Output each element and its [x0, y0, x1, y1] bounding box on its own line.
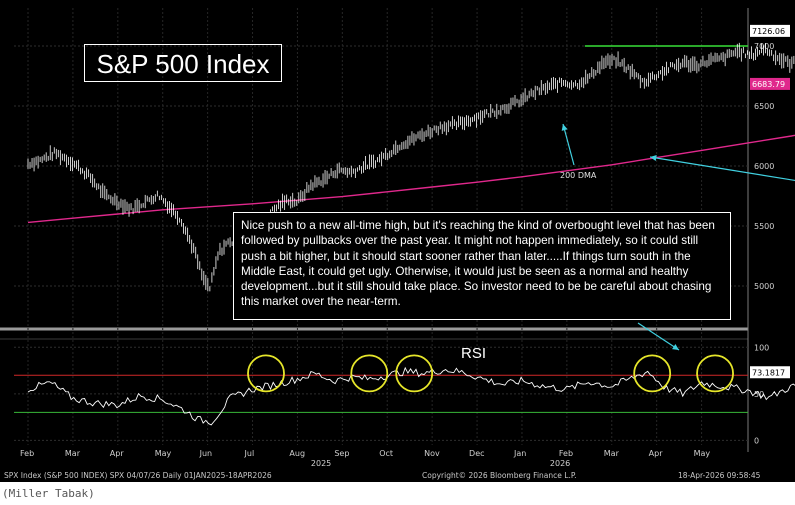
chart-title: S&P 500 Index: [84, 44, 282, 82]
x-tick-label-6: Aug: [289, 449, 305, 458]
rsi-y-tick-label: 100: [754, 343, 769, 352]
x-tick-label-8: Oct: [379, 449, 393, 458]
x-tick-label-0: Feb: [20, 449, 34, 458]
dma-label: 200 DMA: [560, 171, 597, 180]
dma-value-tag-bg: [750, 77, 790, 90]
rsi-value-tag-bg: [750, 366, 790, 379]
source-credit: (Miller Tabak): [2, 487, 95, 500]
footer-security-info: SPX Index (S&P 500 INDEX) SPX 04/07/26 D…: [4, 471, 272, 480]
price-y-tick-label: 6500: [754, 102, 774, 111]
highlight-circle-rsi-1: [350, 354, 389, 393]
x-tick-label-13: Mar: [604, 449, 620, 458]
rsi-line: [27, 366, 795, 426]
x-tick-label-4: Jun: [199, 449, 213, 458]
rsi-panel-title: RSI: [461, 345, 486, 362]
year-label-2025: 2025: [311, 459, 331, 468]
highlight-circle-rsi-4: [696, 354, 734, 393]
bloomberg-chart: 5000 5500 6000 6500 7000 0 50 100 Feb Mar Apr May Ju…: [0, 0, 795, 482]
dma-value-tag: 6683.79: [752, 80, 785, 89]
x-tick-label-12: Feb: [559, 449, 573, 458]
price-y-tick-label: 6000: [754, 162, 774, 171]
x-tick-label-3: May: [155, 449, 172, 458]
footer-copyright: Copyright© 2026 Bloomberg Finance L.P.: [422, 471, 577, 480]
x-tick-label-1: Mar: [65, 449, 81, 458]
highlight-circle-rsi-0: [247, 354, 285, 393]
x-tick-label-7: Sep: [334, 449, 349, 458]
footer-timestamp: 18-Apr-2026 09:58:45: [678, 471, 761, 480]
last-price-tag: 7126.06: [752, 27, 785, 36]
x-tick-label-15: May: [694, 449, 711, 458]
x-tick-label-5: Jul: [244, 449, 255, 458]
x-tick-label-11: Jan: [513, 449, 526, 458]
price-y-tick-label: 5500: [754, 222, 774, 231]
commentary-note: Nice push to a new all-time high, but it…: [233, 212, 731, 320]
price-y-tick-label: 7000: [754, 42, 774, 51]
arrow-200dma-label-head: [561, 124, 568, 131]
x-tick-label-10: Dec: [469, 449, 484, 458]
arrow-to-rsi: [637, 322, 680, 351]
x-tick-label-14: Apr: [649, 449, 664, 458]
rsi-y-tick-label: 0: [754, 436, 759, 445]
last-price-tag-bg: [750, 24, 790, 37]
highlight-circle-rsi-2: [395, 354, 434, 393]
x-tick-label-2: Apr: [110, 449, 125, 458]
arrow-200dma-label: [562, 123, 575, 166]
arrow-to-dma: [649, 156, 795, 182]
dma-200-line: [27, 134, 795, 224]
chart-footer: SPX Index (S&P 500 INDEX) SPX 04/07/26 D…: [0, 470, 795, 482]
highlight-circle-rsi-3: [633, 354, 672, 393]
year-label-2026: 2026: [550, 459, 570, 468]
x-tick-label-9: Nov: [424, 449, 440, 458]
price-y-tick-label: 5000: [754, 282, 774, 291]
arrow-to-rsi-head: [672, 343, 679, 350]
arrow-to-dma-head: [650, 154, 657, 162]
rsi-value-tag: 73.1817: [752, 368, 785, 377]
